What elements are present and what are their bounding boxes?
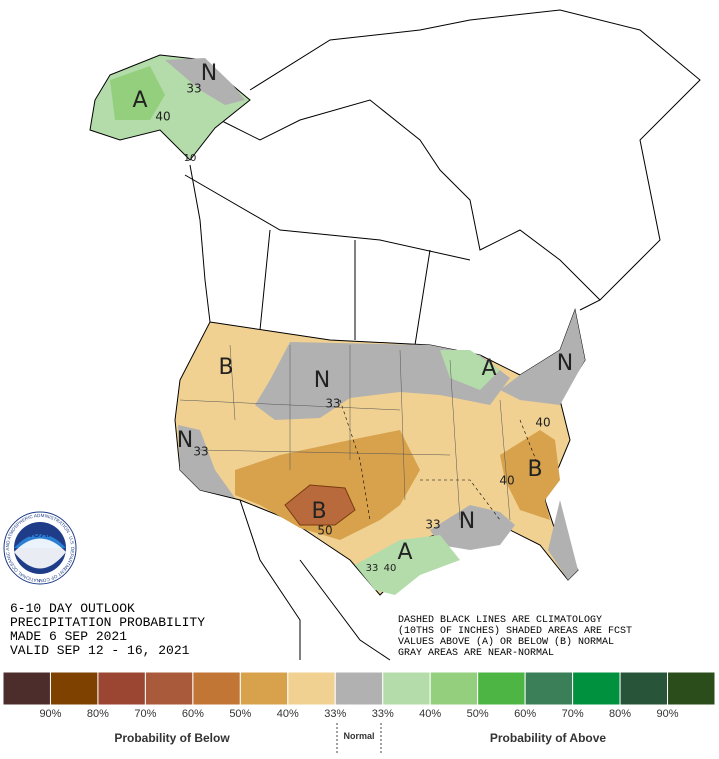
map-label: N xyxy=(557,351,573,376)
legend-label: 80% xyxy=(609,708,631,720)
legend-swatch xyxy=(524,671,574,706)
map-label: 40 xyxy=(535,416,550,430)
map-label: 33 xyxy=(186,82,201,96)
map-label: 40 xyxy=(384,563,397,574)
map-label: B xyxy=(311,499,326,524)
legend-label: 33% xyxy=(324,708,346,720)
note-line: VALUES ABOVE (A) OR BELOW (B) NORMAL xyxy=(398,636,614,648)
map-label: 10 xyxy=(184,153,197,164)
lakes-above xyxy=(440,350,500,390)
legend-swatch xyxy=(192,671,241,706)
texas-below-50 xyxy=(284,484,356,526)
map-label: 33 xyxy=(325,397,340,411)
legend-swatch xyxy=(239,671,289,706)
map-label: 40 xyxy=(155,110,170,124)
map-label: 33 xyxy=(193,445,208,459)
title-line: VALID SEP 12 - 16, 2021 xyxy=(10,643,190,658)
state-borders xyxy=(179,344,511,521)
canada-outline xyxy=(249,9,701,311)
mexico-outline xyxy=(239,499,391,661)
map-label: 33 xyxy=(425,518,440,532)
legend-swatch xyxy=(49,671,99,706)
legend-label: 50% xyxy=(467,708,489,720)
legend-label: 60% xyxy=(514,708,536,720)
legend-swatch xyxy=(2,671,51,706)
note-line: (10THS OF INCHES) SHADED AREAS ARE FCST xyxy=(398,625,632,637)
map-labels: A N 33 40 10 B N 33 N 33 A N 40 B 40 B 5… xyxy=(132,61,573,574)
northeast-normal xyxy=(500,310,585,405)
legend-label: 60% xyxy=(182,708,204,720)
legend-label: 40% xyxy=(419,708,441,720)
legend-swatch xyxy=(619,671,669,706)
title-line: MADE 6 SEP 2021 xyxy=(10,629,127,644)
logo-bird xyxy=(14,538,66,569)
province-borders xyxy=(259,229,431,346)
map-label: 50 xyxy=(317,524,332,538)
map-label: N xyxy=(459,509,475,534)
map-label: N xyxy=(201,61,217,86)
map-label: B xyxy=(218,355,233,380)
gulf-normal xyxy=(430,505,515,550)
map-label: A xyxy=(481,356,496,381)
legend-swatch xyxy=(97,671,146,706)
south-below-40 xyxy=(235,430,420,540)
canada-coast xyxy=(219,99,601,301)
map-label: 40 xyxy=(499,474,514,488)
map-label: A xyxy=(397,540,412,565)
legend: 90% 80% 70% 60% 50% 40% 33% 33% 40% 50% 60% 70% 80% 9… xyxy=(2,671,716,720)
gulf-above xyxy=(355,535,460,595)
below-title: Probability of Below xyxy=(114,731,230,745)
map-label: N xyxy=(314,368,330,393)
title-line: 6-10 DAY OUTLOOK xyxy=(10,601,135,616)
legend-swatch xyxy=(572,671,621,706)
legend-label: 90% xyxy=(657,708,679,720)
alaska-normal xyxy=(165,58,245,105)
legend-label: 40% xyxy=(277,708,299,720)
florida-normal xyxy=(548,500,578,580)
note-line: DASHED BLACK LINES ARE CLIMATOLOGY xyxy=(398,615,602,626)
basemap xyxy=(184,9,701,661)
legend-swatch xyxy=(287,671,336,706)
province-lines xyxy=(184,174,471,261)
normal-title: Normal xyxy=(343,731,374,741)
legend-swatch xyxy=(382,671,431,706)
title-line: PRECIPITATION PROBABILITY xyxy=(10,615,205,630)
legend-label: 70% xyxy=(562,708,584,720)
legend-label: 80% xyxy=(87,708,109,720)
legend-swatch xyxy=(334,671,384,706)
legend-swatch xyxy=(144,671,194,706)
above-title: Probability of Above xyxy=(490,731,607,745)
legend-label: 33% xyxy=(372,708,394,720)
alaska-above-40 xyxy=(110,66,165,120)
legend-swatch xyxy=(477,671,526,706)
legend-swatch xyxy=(667,671,716,706)
title-block: 6-10 DAY OUTLOOK PRECIPITATION PROBABILI… xyxy=(10,601,205,658)
notes: DASHED BLACK LINES ARE CLIMATOLOGY (10TH… xyxy=(398,615,632,659)
map-label: 33 xyxy=(366,563,379,574)
west-coast xyxy=(189,164,211,323)
legend-label: 90% xyxy=(39,708,61,720)
note-line: GRAY AREAS ARE NEAR-NORMAL xyxy=(398,648,554,659)
map-label: N xyxy=(177,428,193,453)
logo-name: NOAA xyxy=(25,529,54,540)
map-label: A xyxy=(132,88,147,113)
climatology-lines xyxy=(339,399,541,521)
legend-swatch xyxy=(429,671,479,706)
map-label: B xyxy=(527,457,542,482)
legend-label: 70% xyxy=(134,708,156,720)
southeast-below-40 xyxy=(500,430,560,520)
legend-label: 50% xyxy=(229,708,251,720)
west-normal xyxy=(178,425,235,498)
